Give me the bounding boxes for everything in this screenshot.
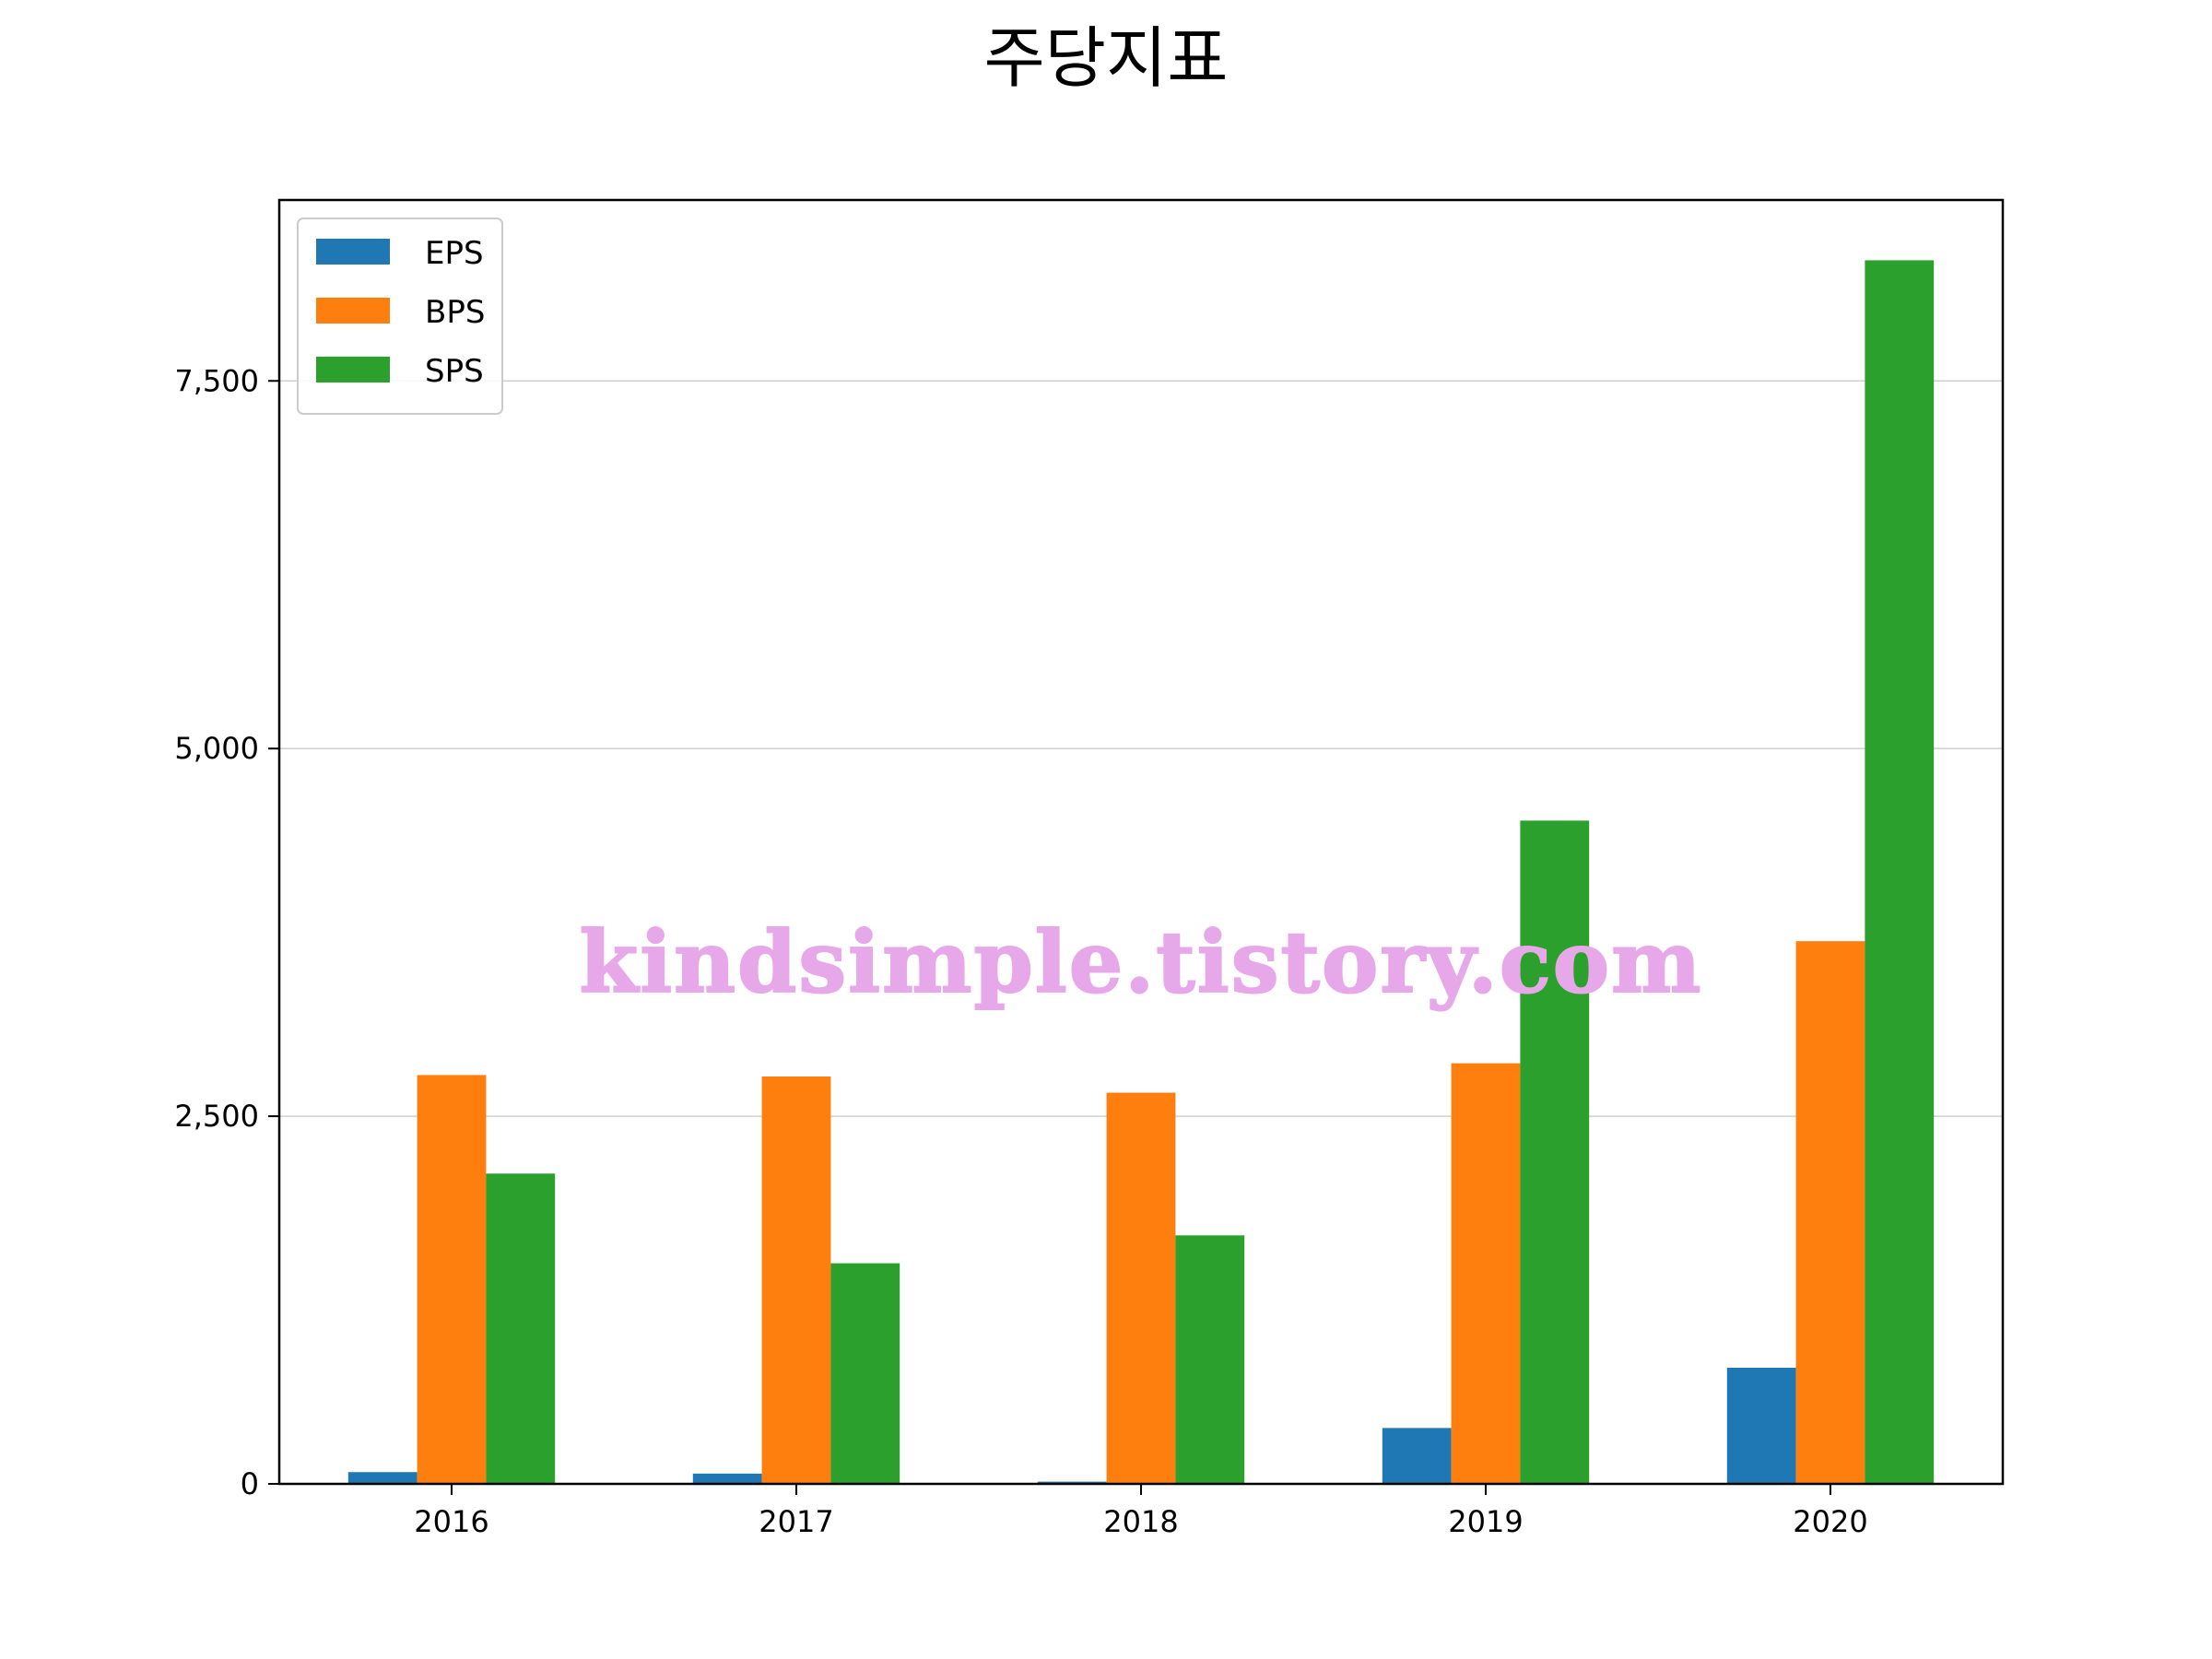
y-axis: 0 2,500 5,000 7,500 bbox=[174, 363, 279, 1501]
bar-bps-2019 bbox=[1451, 1063, 1521, 1484]
bar-eps-2016 bbox=[347, 1472, 418, 1484]
bar-sps-2016 bbox=[486, 1173, 556, 1484]
watermark-text: kindsimple.tistory.com bbox=[579, 912, 1702, 1012]
bars bbox=[347, 260, 1935, 1485]
bar-bps-2016 bbox=[417, 1075, 487, 1484]
bar-sps-2017 bbox=[830, 1263, 900, 1484]
bar-bps-2017 bbox=[761, 1077, 831, 1484]
legend-swatch-sps bbox=[316, 357, 390, 382]
legend: EPS BPS SPS bbox=[297, 218, 503, 415]
x-tick-label: 2018 bbox=[1103, 1504, 1178, 1539]
y-tick-label: 0 bbox=[241, 1466, 259, 1501]
legend-label-bps: BPS bbox=[425, 294, 485, 331]
bar-eps-2017 bbox=[692, 1473, 762, 1484]
x-tick-label: 2019 bbox=[1448, 1504, 1523, 1539]
x-tick-label: 2017 bbox=[759, 1504, 833, 1539]
legend-swatch-eps bbox=[316, 239, 390, 265]
bar-bps-2020 bbox=[1795, 941, 1865, 1484]
y-tick-label: 5,000 bbox=[174, 731, 259, 766]
bar-sps-2018 bbox=[1175, 1235, 1245, 1484]
legend-label-eps: EPS bbox=[425, 235, 484, 272]
bar-eps-2019 bbox=[1382, 1428, 1452, 1484]
x-tick-label: 2016 bbox=[414, 1504, 488, 1539]
y-tick-label: 2,500 bbox=[174, 1099, 259, 1134]
y-tick-label: 7,500 bbox=[174, 363, 259, 398]
bar-bps-2018 bbox=[1106, 1092, 1176, 1484]
x-tick-label: 2020 bbox=[1793, 1504, 1867, 1539]
legend-swatch-bps bbox=[316, 298, 390, 324]
chart-title: 주당지표 bbox=[984, 19, 1229, 97]
x-axis: 2016 2017 2018 2019 2020 bbox=[414, 1484, 1868, 1539]
bar-sps-2020 bbox=[1865, 260, 1935, 1485]
bar-sps-2019 bbox=[1520, 820, 1590, 1484]
bar-eps-2020 bbox=[1726, 1367, 1796, 1484]
legend-label-sps: SPS bbox=[425, 353, 484, 390]
